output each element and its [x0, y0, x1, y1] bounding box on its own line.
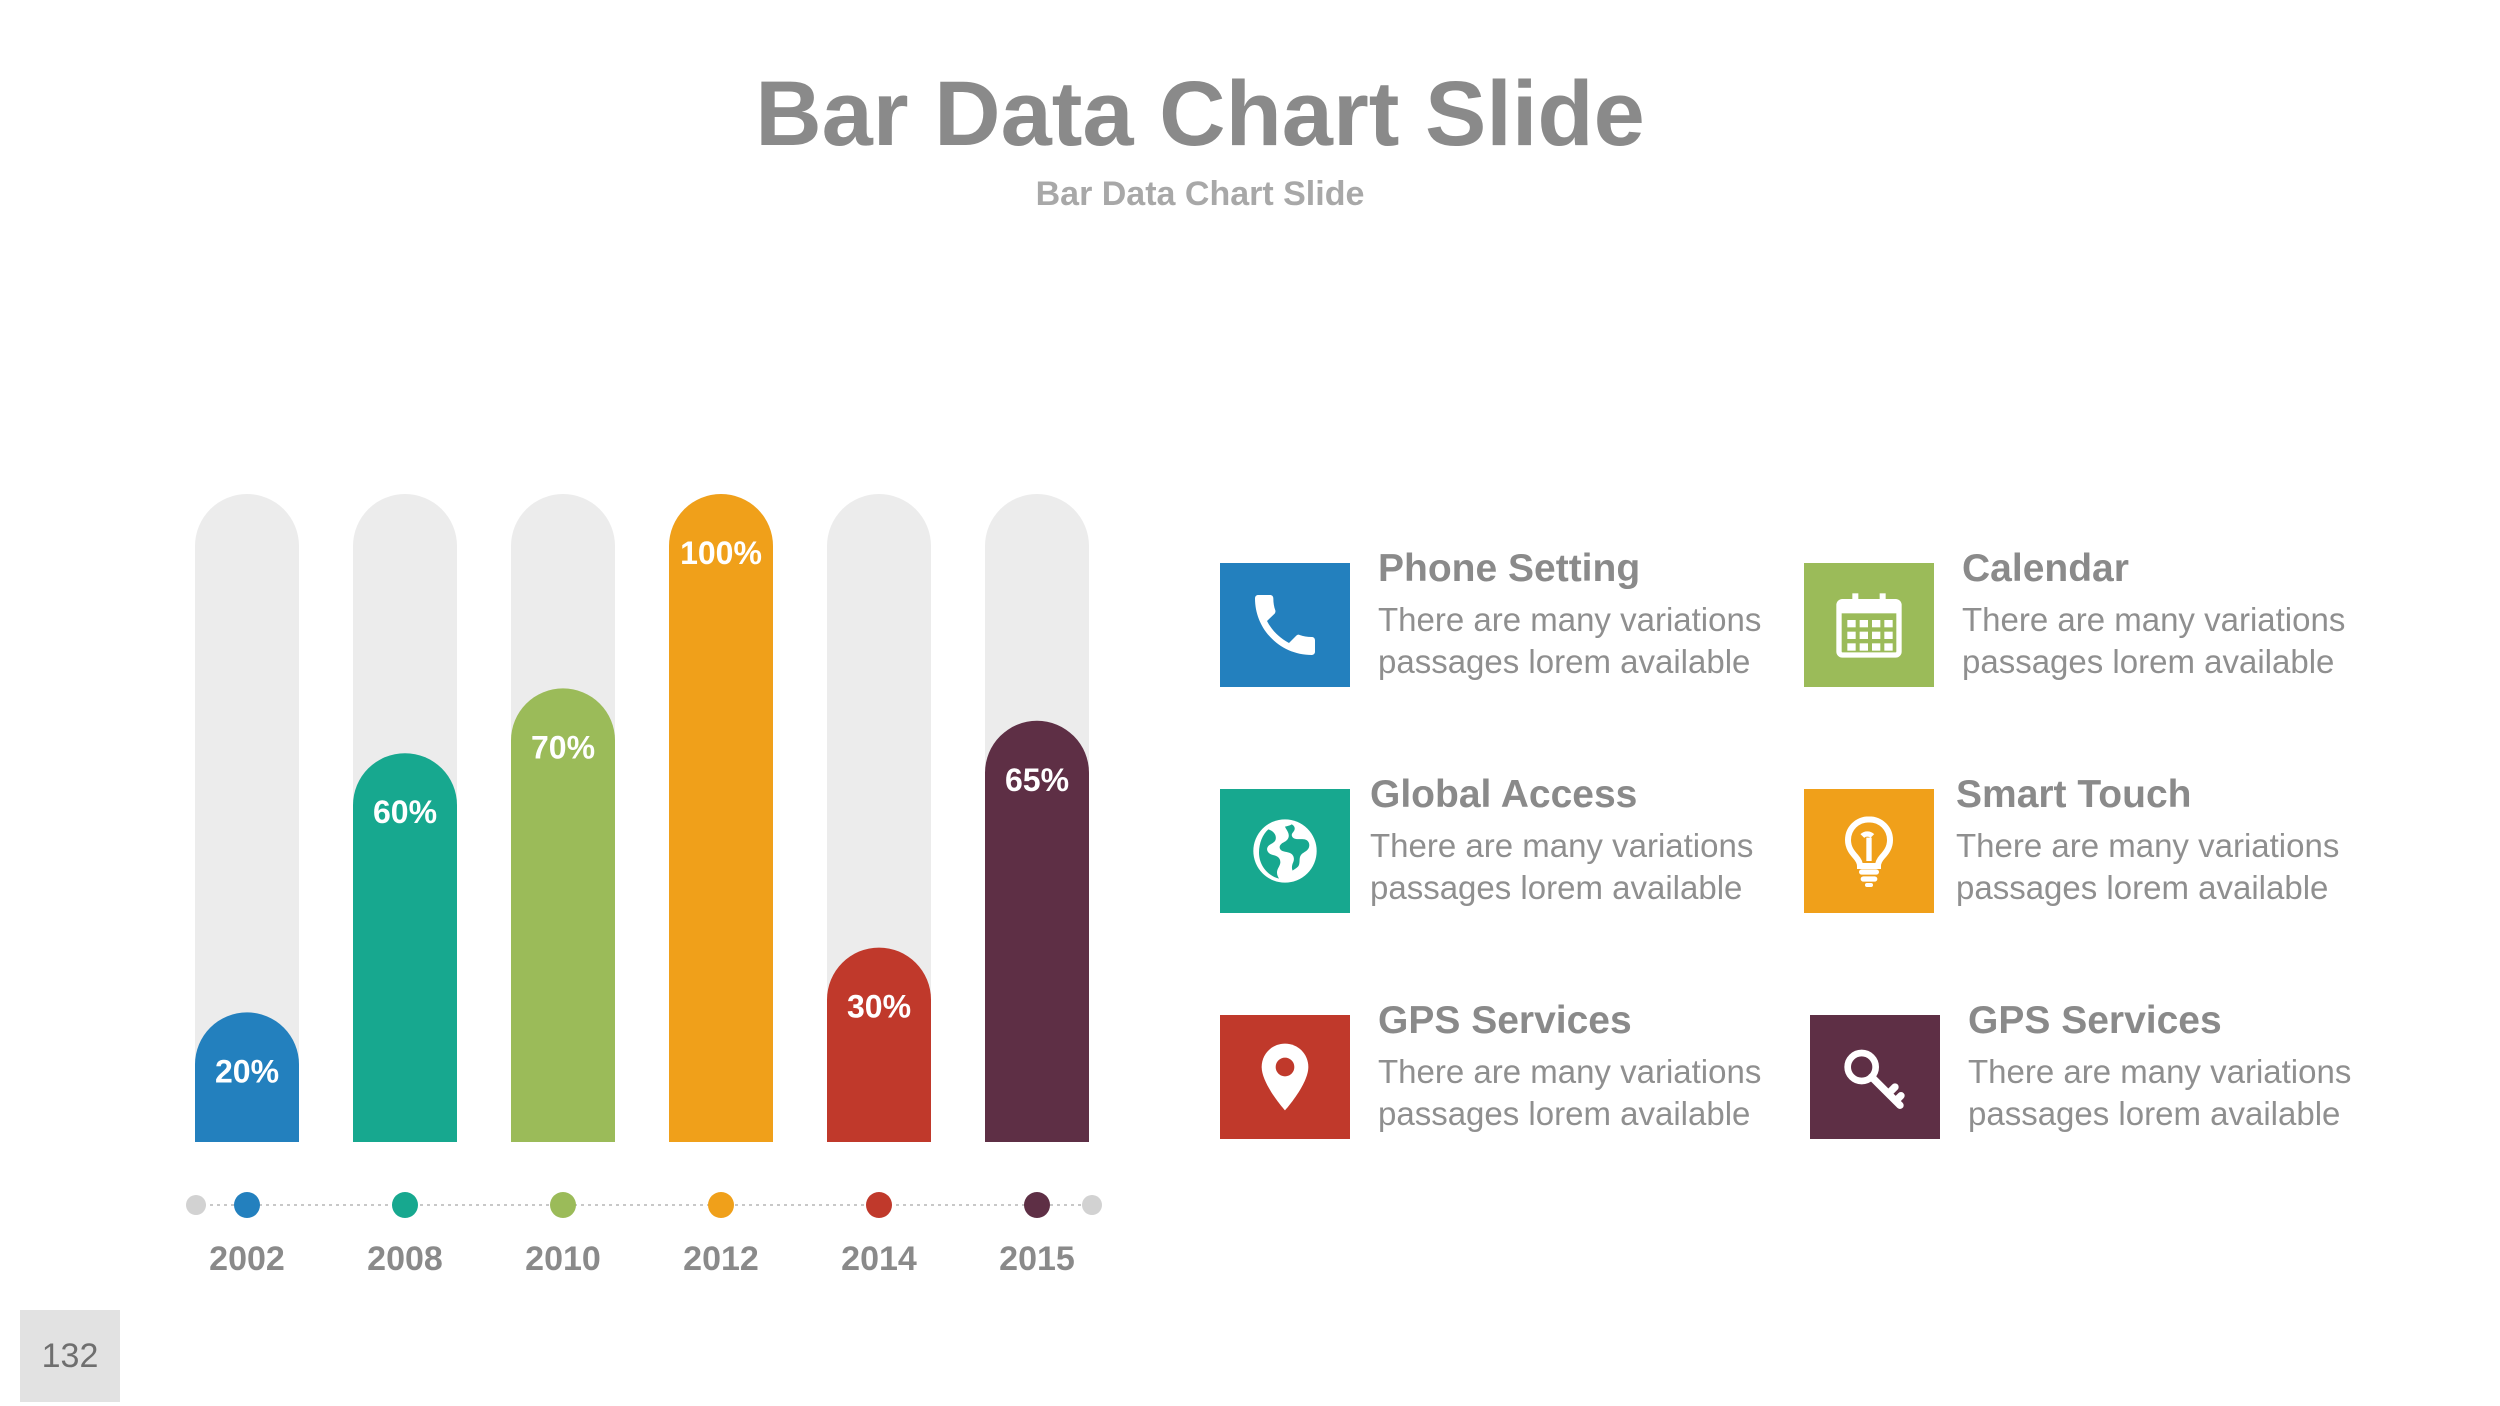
- feature-title: GPS Services: [1968, 999, 2222, 1042]
- timeline-dot: [866, 1192, 892, 1218]
- feature-description: There are many variations passages lorem…: [1956, 827, 2340, 906]
- bar-track: [195, 494, 299, 1142]
- feature-smart-touch: Smart Touch There are many variations pa…: [1804, 773, 2364, 913]
- data-label: 20%: [215, 1053, 279, 1089]
- timeline-dot: [708, 1192, 734, 1218]
- x-tick-label: 2010: [525, 1240, 601, 1278]
- x-tick-label: 2008: [367, 1240, 443, 1278]
- feature-title: Calendar: [1962, 547, 2129, 590]
- phone-tile: [1220, 563, 1350, 687]
- feature-calendar: Calendar There are many variations passa…: [1804, 547, 2364, 687]
- data-label: 65%: [1005, 762, 1069, 798]
- feature-gps-services-2: GPS Services There are many variations p…: [1810, 999, 2370, 1139]
- feature-global-access: Global Access There are many variations …: [1220, 773, 1780, 913]
- lightbulb-tile: [1804, 789, 1934, 913]
- globe-tile: [1220, 789, 1350, 913]
- x-tick-label: 2015: [999, 1240, 1075, 1278]
- slide-number: 132: [20, 1310, 120, 1402]
- page-title: Bar Data Chart Slide: [755, 63, 1645, 165]
- phone-icon: [1255, 595, 1315, 655]
- data-label: 100%: [680, 535, 762, 571]
- bar: [669, 494, 773, 1142]
- calendar-tile: [1804, 563, 1934, 687]
- timeline-dot: [550, 1192, 576, 1218]
- data-label: 60%: [373, 794, 437, 830]
- key-icon: [1844, 1049, 1905, 1109]
- key-tile: [1810, 1015, 1940, 1139]
- timeline-dot: [392, 1192, 418, 1218]
- bar: [353, 753, 457, 1142]
- map-pin-icon: [1261, 1043, 1309, 1111]
- data-label: 70%: [531, 729, 595, 765]
- calendar-icon: [1836, 593, 1902, 658]
- timeline-dot: [234, 1192, 260, 1218]
- feature-title: Phone Setting: [1378, 547, 1641, 590]
- bar: [985, 720, 1089, 1142]
- x-tick-label: 2012: [683, 1240, 759, 1278]
- bar: [511, 688, 615, 1142]
- bar: [827, 947, 931, 1142]
- feature-gps-services: GPS Services There are many variations p…: [1220, 999, 1780, 1139]
- lightbulb-icon: [1844, 816, 1894, 887]
- feature-description: There are many variations passages lorem…: [1962, 601, 2346, 680]
- feature-title: Global Access: [1370, 773, 1638, 816]
- bar-chart: 20% 2002 60% 2008 70% 2010 100% 2012 30% 2014 65% 2…: [186, 494, 1102, 1278]
- data-label: 30%: [847, 989, 911, 1025]
- page-subtitle: Bar Data Chart Slide: [1035, 175, 1365, 213]
- x-tick-label: 2002: [209, 1240, 285, 1278]
- globe-icon: [1253, 819, 1317, 883]
- feature-description: There are many variations passages lorem…: [1370, 827, 1754, 906]
- feature-phone-setting: Phone Setting There are many variations …: [1220, 547, 1780, 687]
- feature-title: Smart Touch: [1956, 773, 2192, 816]
- bar: [195, 1012, 299, 1142]
- feature-title: GPS Services: [1378, 999, 1632, 1042]
- timeline-start-dot: [186, 1195, 206, 1215]
- timeline-dot: [1024, 1192, 1050, 1218]
- timeline-end-dot: [1082, 1195, 1102, 1215]
- feature-description: There are many variations passages lorem…: [1968, 1053, 2352, 1132]
- feature-description: There are many variations passages lorem…: [1378, 1053, 1762, 1132]
- map-pin-tile: [1220, 1015, 1350, 1139]
- x-tick-label: 2014: [841, 1240, 917, 1278]
- feature-description: There are many variations passages lorem…: [1378, 601, 1762, 680]
